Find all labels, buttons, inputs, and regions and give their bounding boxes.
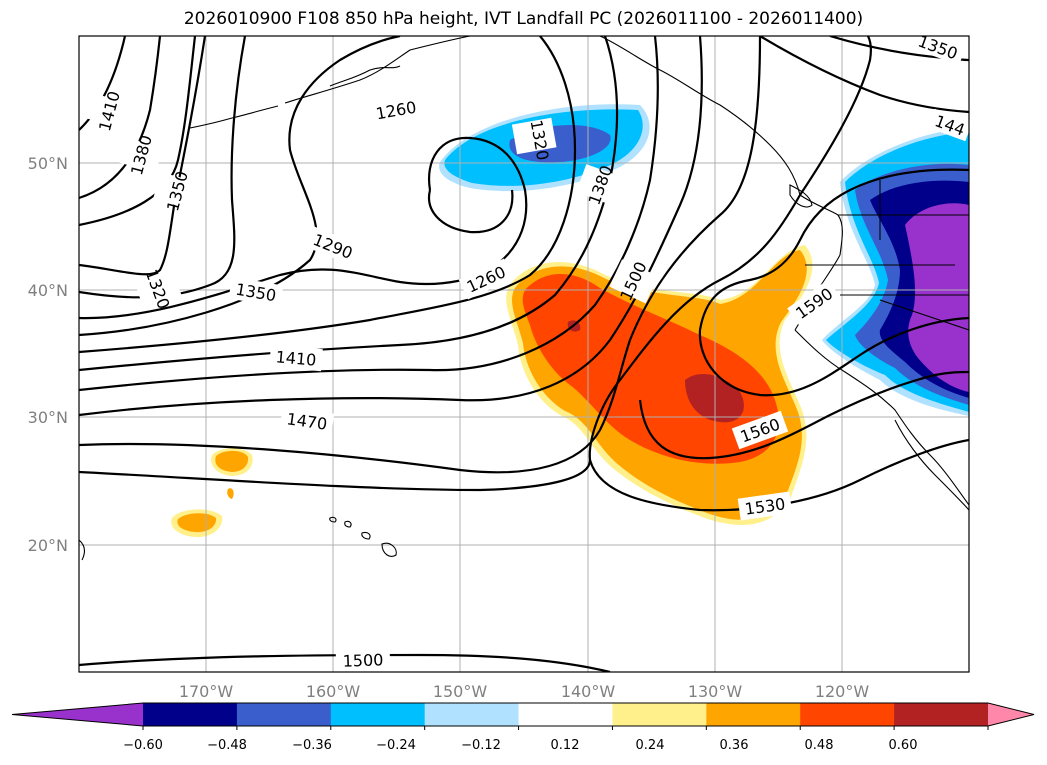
gridlines	[79, 36, 969, 672]
coastline-hawaii-kauai	[329, 516, 337, 523]
coastline-hawaii-oahu	[344, 520, 352, 528]
contour-line	[427, 189, 514, 234]
colorbar-segment	[612, 703, 707, 726]
ivt-shading	[171, 104, 969, 538]
colorbar-extend-max	[988, 703, 1034, 726]
contour-line	[79, 36, 659, 392]
lon-tick-label: 130°W	[688, 682, 743, 701]
contour-line	[79, 36, 762, 474]
coastline-vancouver-island	[789, 184, 813, 208]
colorbar-segment	[330, 703, 426, 726]
state-borders	[805, 180, 969, 331]
coastline-baja	[894, 419, 969, 511]
coastline-california	[794, 329, 969, 506]
colorbar-tick-label: −0.24	[376, 738, 416, 753]
colorbar-segment	[518, 703, 613, 726]
ivt-positive-region	[215, 450, 249, 472]
contour-line	[79, 36, 127, 131]
colorbar-labels: −0.60 −0.48 −0.36 −0.24 −0.12 0.12 0.24 …	[123, 738, 917, 753]
contour-line	[79, 36, 872, 492]
lon-tick-label: 120°W	[815, 682, 870, 701]
contour-labels: 1410 1380 1350 1320 1260 1320 1290 1260 …	[87, 36, 969, 672]
lat-axis: 50°N 40°N 30°N 20°N	[28, 154, 68, 555]
colorbar-tick-label: −0.48	[207, 738, 247, 753]
contour-line	[79, 36, 619, 372]
coastlines	[79, 36, 969, 561]
colorbar-tick-label: 0.12	[551, 738, 580, 753]
lon-axis: 170°W 160°W 150°W 140°W 130°W 120°W	[179, 682, 870, 701]
coastline-aleutians	[189, 105, 279, 129]
coastline-hawaii-big	[381, 542, 397, 557]
coastline-gulf-alaska	[599, 36, 801, 196]
colorbar-tick-label: −0.12	[461, 738, 501, 753]
lat-tick-label: 30°N	[28, 408, 68, 427]
contour-line	[79, 36, 577, 354]
lat-tick-label: 50°N	[28, 154, 68, 173]
colorbar-tick-label: −0.36	[292, 738, 332, 753]
colorbar-segment	[143, 703, 238, 726]
lat-tick-label: 40°N	[28, 281, 68, 300]
contour-label: 1500	[342, 650, 383, 670]
colorbar-segment	[706, 703, 801, 726]
colorbar-segment	[894, 703, 989, 726]
contour-line	[79, 36, 401, 337]
contour-line	[79, 36, 197, 227]
contour-label: 1410	[275, 347, 317, 369]
contour-line	[759, 36, 969, 114]
contour-line	[698, 316, 969, 397]
contour-line	[79, 36, 703, 417]
lon-tick-label: 150°W	[433, 682, 488, 701]
colorbar-tick-label: −0.60	[123, 738, 163, 753]
lon-tick-label: 160°W	[306, 682, 361, 701]
colorbar-tick-label: 0.36	[720, 738, 749, 753]
colorbar-segment	[236, 703, 332, 726]
coastline-alaska-peninsula	[329, 65, 401, 87]
colorbar-tick-label: 0.48	[805, 738, 834, 753]
contour-line	[638, 370, 969, 460]
map-frame	[78, 35, 970, 673]
ivt-negative-region	[905, 203, 969, 392]
lon-tick-label: 140°W	[561, 682, 616, 701]
colorbar-segment	[800, 703, 895, 726]
contour-line	[698, 168, 969, 331]
colorbar-tick-label: 0.24	[636, 738, 665, 753]
contour-line	[79, 36, 207, 276]
lat-tick-label: 20°N	[28, 536, 68, 555]
lon-tick-label: 170°W	[179, 682, 234, 701]
map-title: 2026010900 F108 850 hPa height, IVT Land…	[183, 9, 864, 29]
colorbar-extend-min	[12, 703, 143, 726]
coastline-hawaii-maui	[361, 531, 371, 540]
ivt-positive-region	[685, 373, 744, 423]
colorbar	[11, 702, 1035, 730]
contour-line	[79, 653, 611, 672]
coastline-west-edge	[79, 539, 85, 561]
ivt-positive-region	[227, 488, 234, 499]
colorbar-segment	[424, 703, 520, 726]
colorbar-tick-label: 0.60	[889, 738, 918, 753]
contour-line	[79, 36, 162, 200]
